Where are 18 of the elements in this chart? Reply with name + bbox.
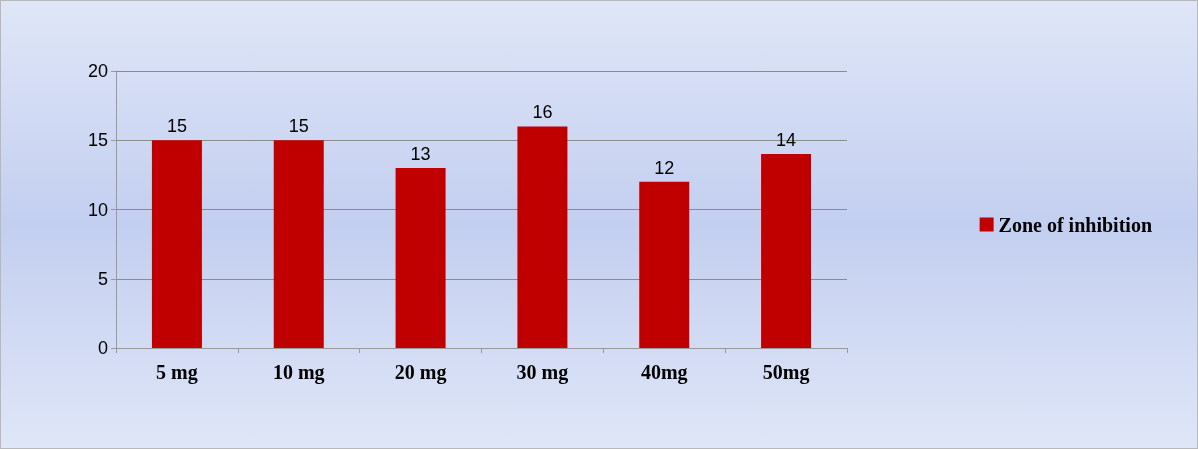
y-tick-label: 15 bbox=[87, 130, 108, 151]
x-tick-label: 40mg bbox=[640, 361, 688, 384]
data-label: 13 bbox=[410, 143, 431, 164]
data-label: 15 bbox=[288, 116, 309, 137]
y-tick-label: 20 bbox=[87, 61, 108, 81]
y-tick-label: 5 bbox=[97, 268, 108, 289]
data-label: 15 bbox=[166, 116, 187, 137]
data-label: 14 bbox=[776, 130, 797, 151]
x-tick-label: 30 mg bbox=[516, 361, 569, 384]
data-label: 12 bbox=[654, 157, 675, 178]
x-tick-label: 5 mg bbox=[156, 361, 198, 384]
legend-label: Zone of inhibition bbox=[998, 213, 1153, 236]
y-tick-label: 0 bbox=[97, 338, 108, 358]
x-tick-label: 20 mg bbox=[394, 361, 447, 384]
y-tick-label: 10 bbox=[87, 199, 108, 220]
x-tick-label: 10 mg bbox=[272, 361, 325, 384]
data-label: 16 bbox=[532, 102, 553, 123]
x-tick-label: 50mg bbox=[762, 361, 810, 384]
